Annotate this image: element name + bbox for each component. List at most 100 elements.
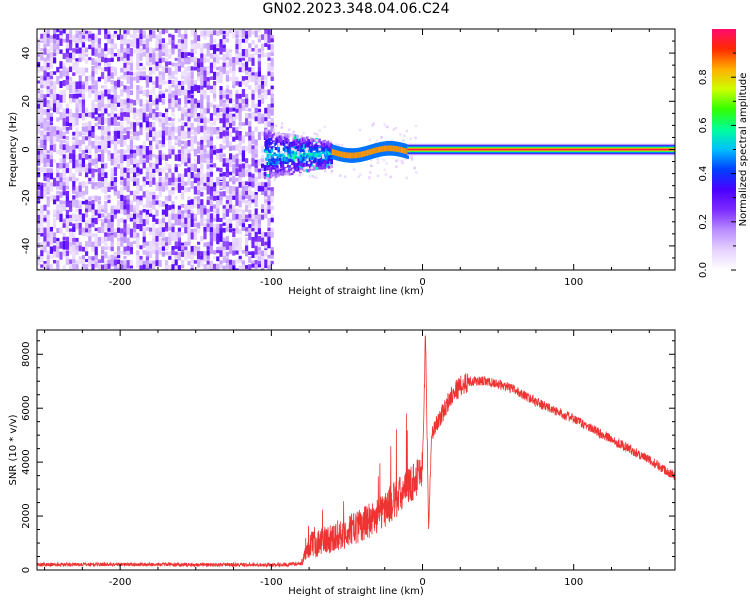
transition-cell	[277, 173, 280, 177]
noise-cell	[101, 222, 105, 227]
noise-cell	[107, 223, 111, 230]
noise-cell	[72, 181, 76, 188]
noise-cell	[257, 241, 261, 250]
noise-cell	[139, 168, 143, 175]
noise-cell	[81, 38, 85, 42]
noise-cell	[78, 172, 82, 177]
noise-cell	[245, 204, 249, 212]
noise-cell	[152, 199, 156, 206]
noise-cell	[209, 213, 213, 221]
noise-cell	[222, 251, 226, 259]
x-tick-label: 0	[419, 577, 425, 588]
noise-cell	[267, 241, 271, 249]
noise-cell	[203, 177, 207, 184]
noise-cell	[193, 108, 197, 115]
noise-cell	[53, 268, 57, 270]
noise-cell	[238, 164, 242, 173]
transition-cell	[327, 147, 331, 152]
noise-cell	[49, 116, 53, 122]
noise-cell	[193, 213, 197, 220]
noise-cell	[113, 53, 117, 57]
noise-cell	[238, 58, 242, 64]
noise-cell	[88, 259, 92, 267]
noise-cell	[81, 232, 85, 236]
halo-cell	[414, 171, 418, 174]
noise-cell	[78, 146, 82, 153]
noise-cell	[232, 214, 236, 221]
noise-cell	[158, 186, 162, 194]
noise-cell	[222, 39, 226, 47]
transition-cell	[310, 149, 313, 153]
transition-cell	[300, 160, 304, 164]
noise-cell	[241, 104, 245, 111]
noise-cell	[129, 153, 133, 158]
noise-cell	[142, 219, 146, 227]
noise-cell	[193, 61, 197, 69]
noise-cell	[120, 250, 124, 255]
noise-cell	[43, 109, 47, 115]
transition-cell	[314, 151, 317, 156]
noise-cell	[168, 48, 172, 53]
noise-cell	[88, 44, 92, 50]
noise-cell	[270, 254, 274, 259]
noise-cell	[142, 250, 146, 255]
noise-cell	[261, 88, 265, 94]
halo-cell	[290, 165, 294, 168]
noise-cell	[206, 172, 210, 178]
transition-cell	[293, 167, 297, 171]
noise-cell	[136, 48, 140, 55]
band-core	[381, 146, 384, 152]
noise-cell	[238, 135, 242, 142]
noise-cell	[59, 35, 63, 40]
noise-cell	[75, 34, 79, 39]
transition-cell	[312, 165, 316, 169]
noise-cell	[225, 61, 229, 68]
noise-cell	[53, 217, 57, 225]
noise-cell	[165, 186, 169, 191]
noise-cell	[248, 224, 252, 232]
noise-cell	[46, 154, 50, 161]
noise-cell	[257, 48, 261, 53]
x-tick-label: -200	[109, 277, 132, 288]
noise-cell	[216, 195, 220, 204]
noise-cell	[110, 268, 114, 270]
noise-cell	[85, 47, 89, 53]
noise-cell	[213, 186, 217, 193]
noise-cell	[85, 33, 89, 41]
noise-cell	[261, 149, 265, 153]
noise-cell	[65, 33, 69, 41]
noise-cell	[49, 126, 53, 132]
noise-cell	[245, 251, 249, 257]
noise-cell	[43, 80, 47, 89]
noise-cell	[101, 113, 105, 117]
noise-cell	[62, 108, 66, 116]
noise-cell	[216, 208, 220, 215]
noise-cell	[94, 67, 98, 75]
noise-cell	[200, 173, 204, 180]
bottom-plot-frame	[36, 329, 676, 571]
noise-cell	[101, 205, 105, 210]
noise-cell	[97, 62, 101, 66]
noise-cell	[232, 250, 236, 256]
noise-cell	[264, 186, 268, 196]
noise-cell	[117, 149, 121, 154]
noise-cell	[40, 98, 44, 107]
noise-cell	[174, 218, 178, 226]
noise-cell	[165, 29, 169, 34]
transition-cell	[296, 149, 299, 153]
noise-cell	[145, 34, 149, 43]
noise-cell	[129, 135, 133, 141]
noise-cell	[222, 213, 226, 220]
halo-cell	[396, 159, 399, 162]
noise-cell	[59, 177, 63, 184]
noise-cell	[184, 187, 188, 193]
noise-cell	[158, 144, 162, 149]
noise-cell	[161, 182, 165, 189]
noise-cell	[257, 223, 261, 230]
noise-cell	[152, 30, 156, 36]
noise-cell	[200, 108, 204, 114]
noise-cell	[187, 121, 191, 131]
noise-cell	[222, 158, 226, 167]
transition-cell	[315, 166, 319, 170]
noise-cell	[107, 236, 111, 241]
